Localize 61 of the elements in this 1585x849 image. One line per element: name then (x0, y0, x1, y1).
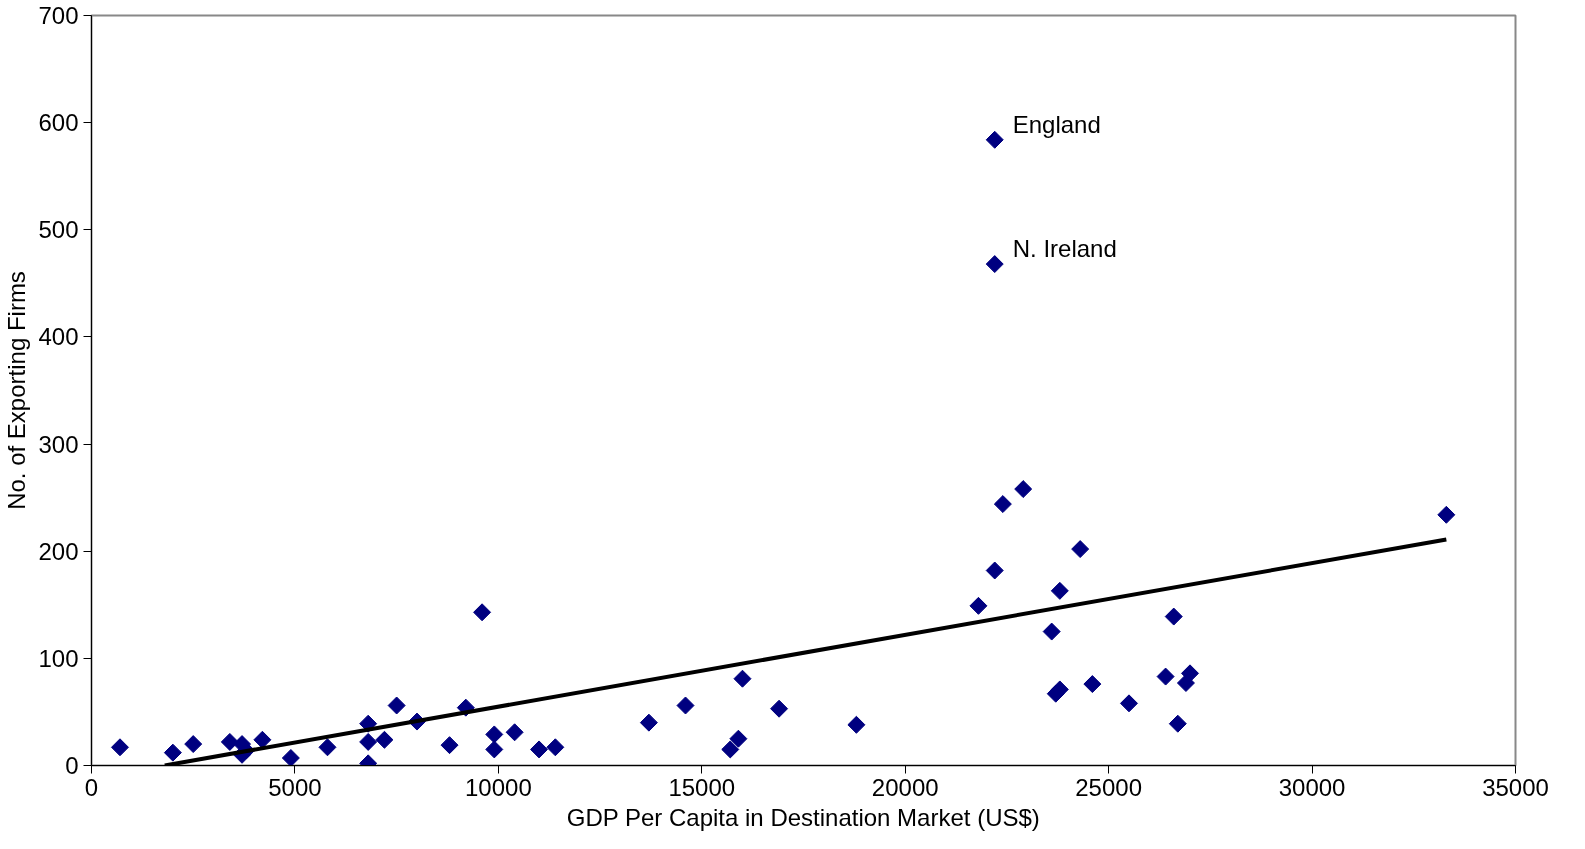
y-tick-label: 500 (38, 216, 79, 244)
point (359, 732, 378, 751)
point (387, 696, 406, 715)
point (184, 735, 203, 754)
x-tick-label: 15000 (668, 773, 736, 801)
point (1156, 667, 1175, 686)
point (639, 713, 658, 732)
point (1014, 480, 1033, 499)
point (770, 699, 789, 718)
point (1071, 540, 1090, 559)
y-tick-label: 100 (38, 644, 79, 672)
y-axis-title: No. of Exporting Firms (3, 271, 31, 510)
point (1120, 694, 1138, 713)
point (505, 723, 524, 742)
point (220, 732, 239, 751)
point (969, 596, 988, 615)
point (281, 749, 300, 766)
point (985, 561, 1004, 580)
y-tick-label: 600 (38, 109, 79, 137)
point (1050, 680, 1069, 699)
point (1042, 622, 1061, 641)
point (993, 495, 1012, 514)
x-tick-label: 0 (84, 773, 99, 801)
point (318, 738, 337, 757)
point (110, 738, 129, 757)
y-tick-label: 200 (38, 537, 79, 565)
point (1437, 505, 1456, 524)
point (1181, 664, 1199, 683)
point (485, 725, 504, 744)
point (473, 603, 492, 622)
point (729, 729, 748, 748)
point (733, 669, 752, 688)
point (985, 130, 1004, 149)
x-tick-label: 20000 (871, 773, 939, 801)
x-tick-label: 10000 (464, 773, 532, 801)
point (1050, 581, 1069, 600)
point (546, 738, 565, 757)
annotation: N. Ireland (1012, 235, 1117, 263)
x-tick-label: 35000 (1482, 773, 1549, 801)
point (721, 740, 740, 759)
point (985, 255, 1004, 274)
point (253, 730, 272, 749)
point (1168, 714, 1187, 733)
point (485, 740, 504, 759)
annotation: England (1012, 110, 1101, 138)
point (440, 736, 459, 755)
y-tick-label: 700 (38, 2, 79, 29)
point (375, 730, 394, 749)
x-tick-label: 5000 (268, 773, 322, 801)
x-tick-label: 30000 (1278, 773, 1346, 801)
point (847, 715, 866, 734)
y-tick-label: 400 (38, 323, 79, 351)
point (1164, 607, 1183, 626)
x-axis-title: GDP Per Capita in Destination Market (US$) (566, 803, 1040, 831)
y-tick-label: 300 (38, 430, 79, 458)
y-tick-label: 0 (65, 752, 79, 779)
point (163, 743, 182, 762)
point (1083, 675, 1102, 694)
x-tick-label: 25000 (1075, 773, 1143, 801)
point (530, 740, 549, 759)
point (676, 696, 695, 715)
